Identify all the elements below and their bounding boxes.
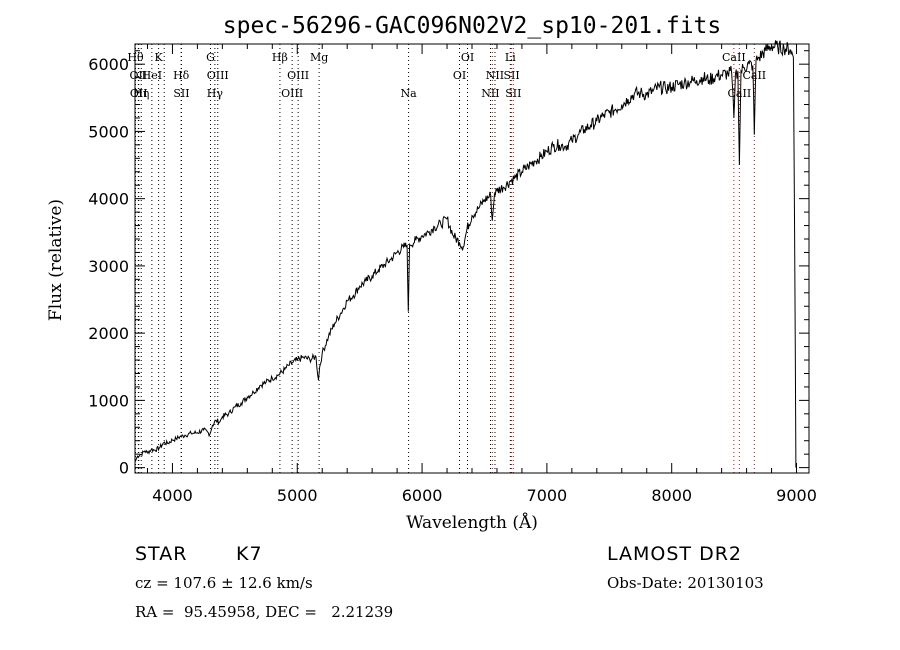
y-axis-label: Flux (relative) [46, 199, 66, 321]
spectral-line-label: Hδ [173, 69, 190, 82]
spectral-line-label: Na [401, 87, 418, 100]
spectral-line-label: Hγ [207, 87, 224, 100]
spectral-line-label: OI [453, 69, 466, 82]
spectral-line-label: OI [461, 51, 474, 64]
spectral-line-label: Mg [310, 51, 328, 64]
plot-frame [134, 43, 810, 474]
spectral-line-label: OII [130, 69, 148, 82]
spectral-line-label: Hθ [127, 51, 144, 64]
spectral-line-label: K [154, 51, 163, 64]
spectral-line-label: OIII [281, 87, 303, 100]
y-tick-label: 0 [119, 459, 129, 478]
x-tick-label: 7000 [527, 486, 568, 505]
x-axis-label: Wavelength (Å) [406, 512, 538, 533]
spectral-line-label: SII [505, 87, 521, 100]
observation-date: Obs-Date: 20130103 [607, 574, 764, 592]
spectral-line-label: NII [486, 69, 504, 82]
spectral-line-label: OIII [207, 69, 229, 82]
y-tick-label: 6000 [88, 55, 129, 74]
x-tick-label: 8000 [651, 486, 692, 505]
y-tick-label: 4000 [88, 190, 129, 209]
spectral-line-label: Li [505, 51, 516, 64]
spectral-line-label: Hβ [272, 51, 288, 64]
spectral-line-label: HeI [142, 69, 162, 82]
spectral-line-label: G [206, 51, 215, 64]
spectrum-chart: spec-56296-GAC096N02V2_sp10-201.fits Hθ O… [46, 13, 817, 533]
spectral-line-markers [134, 44, 755, 473]
spectral-line-label: SII [173, 87, 189, 100]
y-tick-label: 3000 [88, 257, 129, 276]
spectral-line-label: Hη [133, 87, 149, 100]
spectral-line-label: CaII [722, 51, 746, 64]
y-tick-label: 1000 [88, 391, 129, 410]
y-tick-label: 2000 [88, 324, 129, 343]
y-axis-ticks: 0 1000 2000 3000 4000 5000 6000 [88, 50, 809, 478]
coordinates: RA = 95.45958, DEC = 2.21239 [135, 603, 394, 621]
spectral-line-label: SII [503, 69, 519, 82]
object-subclass: K7 [236, 543, 263, 565]
redshift-velocity: cz = 107.6 ± 12.6 km/s [135, 574, 313, 592]
spectral-line-labels: HθOIIOIIHηHeIKHδSIIGHγOIIIHβOIIIOIIIMgNa… [127, 51, 766, 100]
y-tick-label: 5000 [88, 122, 129, 141]
spectral-line-label: OIII [287, 69, 309, 82]
spectral-line-label: OII [130, 87, 148, 100]
survey-name: LAMOST DR2 [607, 543, 742, 565]
x-tick-label: 6000 [402, 486, 443, 505]
spectrum-series-line [134, 40, 797, 468]
chart-title: spec-56296-GAC096N02V2_sp10-201.fits [223, 13, 722, 39]
x-axis-ticks: 4000 5000 6000 7000 8000 9000 [146, 44, 817, 505]
x-tick-label: 9000 [776, 486, 817, 505]
x-tick-label: 4000 [152, 486, 193, 505]
spectral-line-label: NII [481, 87, 499, 100]
spectral-line-label: CaII [728, 87, 752, 100]
x-tick-label: 5000 [277, 486, 318, 505]
object-type: STAR [135, 543, 188, 565]
spectral-line-label: CaII [742, 69, 766, 82]
